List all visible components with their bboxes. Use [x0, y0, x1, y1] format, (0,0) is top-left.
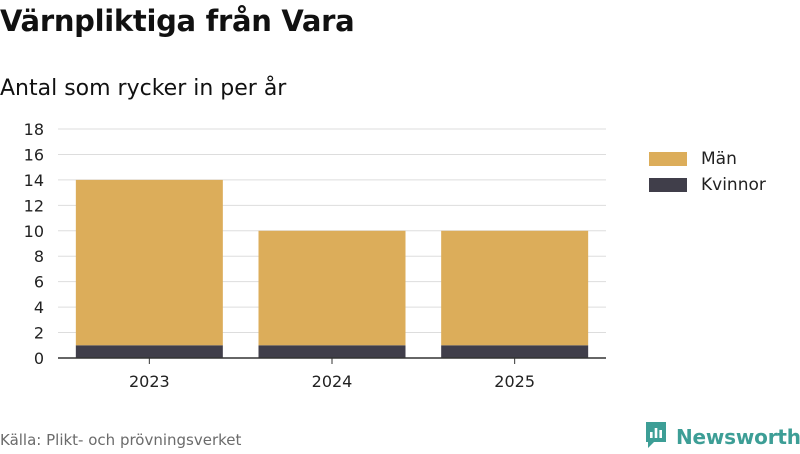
legend-swatch-women	[649, 178, 687, 192]
y-tick-label: 14	[24, 171, 44, 190]
bar-women-2023	[75, 345, 223, 358]
legend-label-women: Kvinnor	[701, 175, 766, 195]
legend-item-men: Män	[649, 146, 766, 172]
bars	[75, 179, 589, 358]
x-axis-ticks: 2023 2024 2025	[129, 358, 535, 391]
y-tick-label: 12	[24, 196, 44, 215]
y-tick-label: 10	[24, 222, 44, 241]
x-tick-label: 2023	[129, 372, 170, 391]
chart-subtitle: Antal som rycker in per år	[0, 76, 287, 101]
bar-women-2025	[441, 345, 589, 358]
bar-men-2024	[258, 230, 406, 346]
legend-label-men: Män	[701, 149, 737, 169]
brand-label: Newsworthy	[676, 425, 800, 449]
y-tick-label: 8	[34, 247, 44, 266]
legend-swatch-men	[649, 152, 687, 166]
x-tick-label: 2024	[312, 372, 353, 391]
y-tick-label: 4	[34, 298, 44, 317]
y-tick-label: 16	[24, 145, 44, 164]
legend: Män Kvinnor	[649, 146, 766, 198]
y-tick-label: 2	[34, 324, 44, 343]
y-axis-ticks: 0 2 4 6 8 10 12 14 16 18	[24, 120, 44, 368]
source-note: Källa: Plikt- och prövningsverket	[0, 431, 242, 449]
bar-women-2024	[258, 345, 406, 358]
y-tick-label: 0	[34, 349, 44, 368]
brand[interactable]: Newsworthy	[644, 420, 800, 454]
bar-men-2025	[441, 230, 589, 346]
y-tick-label: 6	[34, 273, 44, 292]
y-tick-label: 18	[24, 120, 44, 139]
x-tick-label: 2025	[494, 372, 535, 391]
bar-men-2023	[75, 179, 223, 346]
chart-title: Värnpliktiga från Vara	[0, 4, 355, 38]
legend-item-women: Kvinnor	[649, 172, 766, 198]
newsworthy-logo-icon	[644, 420, 668, 454]
